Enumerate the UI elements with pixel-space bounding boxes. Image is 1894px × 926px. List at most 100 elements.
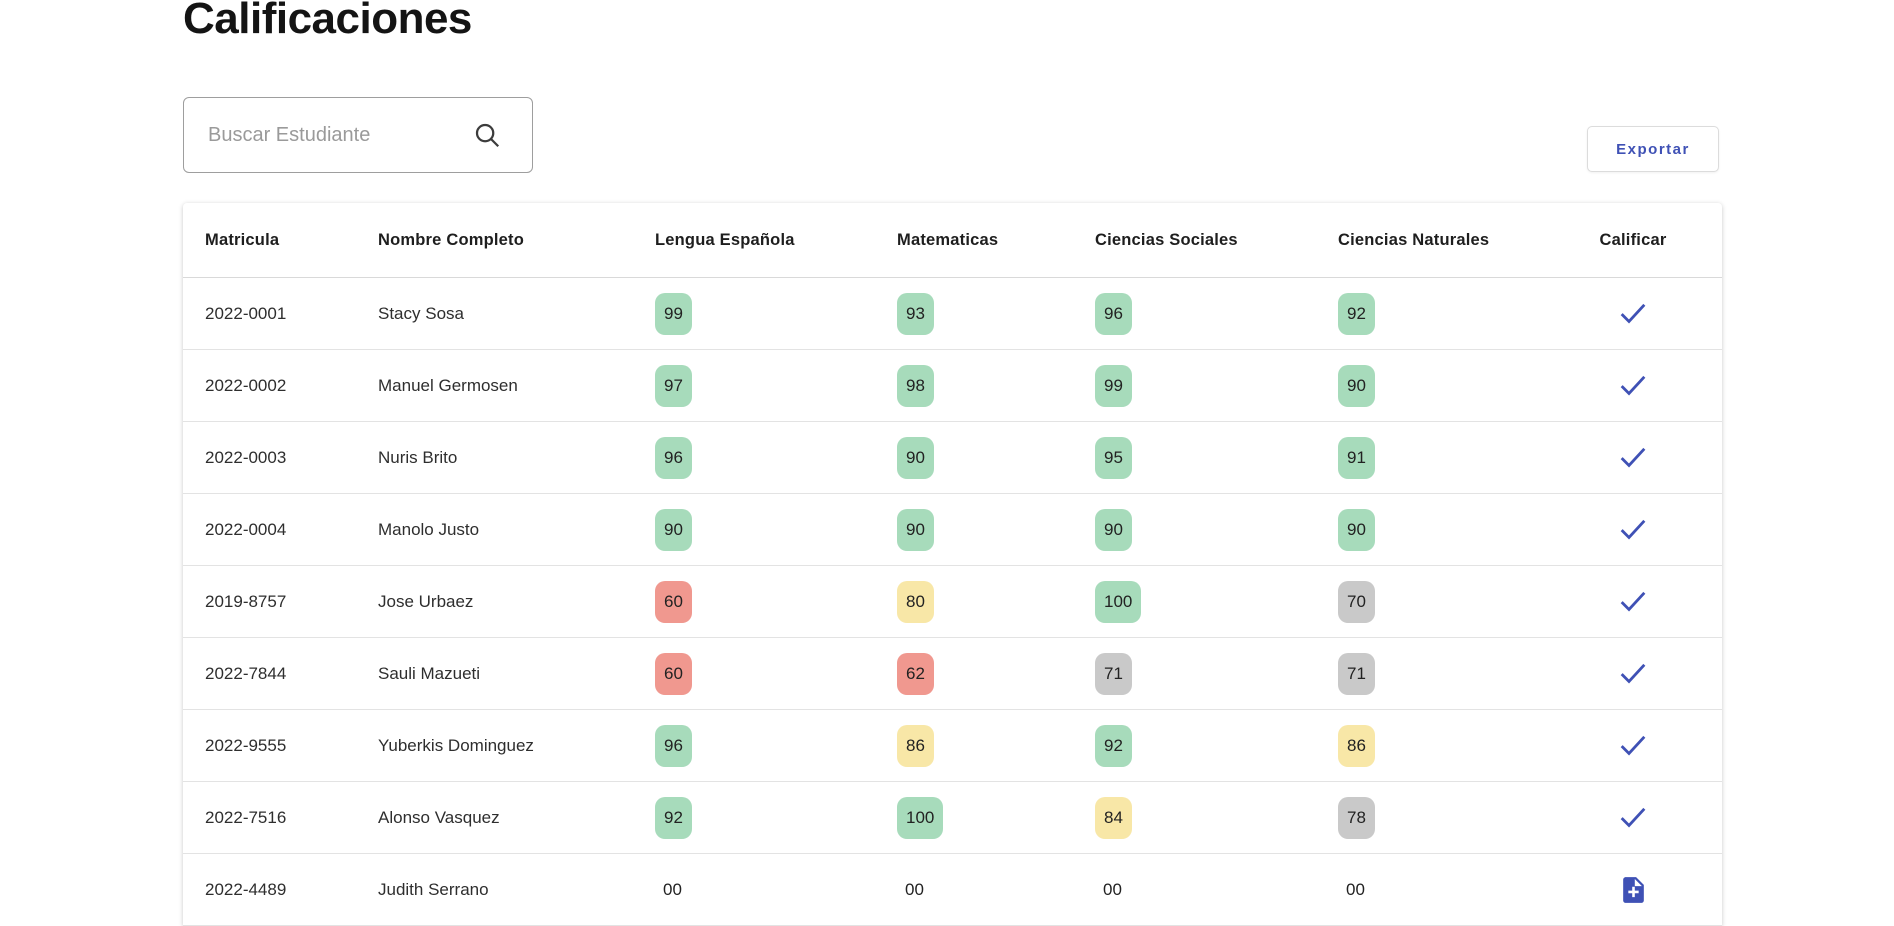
grade-badge: 92	[1338, 292, 1375, 335]
grade-cell: 90	[1338, 364, 1598, 407]
grade-badge: 92	[1095, 724, 1132, 767]
student-name-cell: Sauli Mazueti	[378, 663, 481, 683]
grade-cell: 70	[1338, 580, 1598, 623]
grade-badge: 78	[1338, 796, 1375, 839]
check-icon[interactable]	[1617, 732, 1649, 759]
grade-badge: 71	[1095, 652, 1132, 695]
grade-cell: 78	[1338, 796, 1598, 839]
grade-cell: 90	[897, 508, 1095, 551]
grade-cell: 62	[897, 652, 1095, 695]
grade-badge: 86	[1338, 724, 1375, 767]
grade-cell: 00	[655, 869, 897, 911]
column-header-ciencias-sociales: Ciencias Sociales	[1095, 230, 1238, 249]
column-header-calificar: Calificar	[1599, 230, 1667, 249]
student-name-cell: Manolo Justo	[378, 519, 480, 539]
grade-cell: 90	[897, 436, 1095, 479]
grade-badge: 100	[897, 796, 944, 839]
grade-cell: 00	[1095, 869, 1338, 911]
grade-cell: 90	[1338, 508, 1598, 551]
grade-cell: 60	[655, 652, 897, 695]
check-icon[interactable]	[1617, 588, 1649, 615]
grade-cell: 80	[897, 580, 1095, 623]
check-icon[interactable]	[1617, 516, 1649, 543]
calificar-action-cell	[1598, 372, 1668, 399]
matricula-cell: 2022-0002	[205, 375, 287, 395]
check-icon[interactable]	[1617, 300, 1649, 327]
grade-cell: 91	[1338, 436, 1598, 479]
grade-badge: 99	[655, 292, 692, 335]
grade-cell: 00	[1338, 869, 1598, 911]
grade-badge: 93	[897, 292, 934, 335]
calificar-action-cell	[1598, 804, 1668, 831]
grade-badge: 90	[1338, 364, 1375, 407]
table-row: 2022-0002 Manuel Germosen 97 98 99 90	[183, 350, 1722, 422]
student-name-cell: Judith Serrano	[378, 879, 489, 899]
grade-cell: 92	[655, 796, 897, 839]
calificar-action-cell	[1598, 873, 1668, 907]
grade-badge: 80	[897, 580, 934, 623]
grade-badge: 62	[897, 652, 934, 695]
grade-badge: 86	[897, 724, 934, 767]
grades-table: Matricula Nombre Completo Lengua Español…	[183, 203, 1722, 926]
grade-cell: 99	[1095, 364, 1338, 407]
grade-cell: 97	[655, 364, 897, 407]
grade-badge: 100	[1095, 580, 1142, 623]
table-row: 2022-9555 Yuberkis Dominguez 96 86 92 86	[183, 710, 1722, 782]
grade-cell: 71	[1338, 652, 1598, 695]
grade-badge: 60	[655, 580, 692, 623]
calificar-action-cell	[1598, 300, 1668, 327]
column-header-ciencias-naturales: Ciencias Naturales	[1338, 230, 1490, 249]
check-icon[interactable]	[1617, 804, 1649, 831]
grade-badge: 92	[655, 796, 692, 839]
grade-cell: 86	[1338, 724, 1598, 767]
matricula-cell: 2022-0004	[205, 519, 287, 539]
check-icon[interactable]	[1617, 372, 1649, 399]
note-add-icon[interactable]	[1618, 873, 1649, 907]
grade-badge: 90	[655, 508, 692, 551]
grade-badge: 00	[905, 879, 924, 899]
check-icon[interactable]	[1617, 444, 1649, 471]
table-row: 2019-8757 Jose Urbaez 60 80 100 70	[183, 566, 1722, 638]
table-row: 2022-7516 Alonso Vasquez 92 100 84 78	[183, 782, 1722, 854]
grade-cell: 86	[897, 724, 1095, 767]
student-name-cell: Stacy Sosa	[378, 303, 464, 323]
grade-badge: 96	[655, 724, 692, 767]
table-body: 2022-0001 Stacy Sosa 99 93 96 92 2022-0002 Manu…	[183, 278, 1722, 926]
grade-cell: 90	[1095, 508, 1338, 551]
grade-badge: 84	[1095, 796, 1132, 839]
grade-cell: 95	[1095, 436, 1338, 479]
column-header-nombre-completo: Nombre Completo	[378, 230, 525, 249]
grade-badge: 00	[663, 879, 682, 899]
grade-cell: 100	[1095, 580, 1338, 623]
grade-badge: 91	[1338, 436, 1375, 479]
grade-cell: 96	[655, 724, 897, 767]
matricula-cell: 2022-4489	[205, 879, 287, 899]
matricula-cell: 2022-0003	[205, 447, 287, 467]
grade-cell: 93	[897, 292, 1095, 335]
grade-cell: 96	[1095, 292, 1338, 335]
matricula-cell: 2022-0001	[205, 303, 287, 323]
check-icon[interactable]	[1617, 660, 1649, 687]
grade-badge: 00	[1346, 879, 1365, 899]
table-row: 2022-0003 Nuris Brito 96 90 95 91	[183, 422, 1722, 494]
grade-cell: 98	[897, 364, 1095, 407]
grade-cell: 99	[655, 292, 897, 335]
grade-badge: 98	[897, 364, 934, 407]
grade-badge: 70	[1338, 580, 1375, 623]
search-icon[interactable]	[472, 120, 502, 150]
student-name-cell: Yuberkis Dominguez	[378, 735, 534, 755]
column-header-lengua-espanola: Lengua Española	[655, 230, 795, 249]
search-input[interactable]	[184, 123, 472, 147]
table-header-row: Matricula Nombre Completo Lengua Español…	[183, 203, 1722, 278]
grade-cell: 00	[897, 869, 1095, 911]
table-row: 2022-0004 Manolo Justo 90 90 90 90	[183, 494, 1722, 566]
student-name-cell: Jose Urbaez	[378, 591, 474, 611]
grade-badge: 90	[1095, 508, 1132, 551]
export-button[interactable]: Exportar	[1587, 126, 1719, 172]
calificar-action-cell	[1598, 660, 1668, 687]
page-title: Calificaciones	[183, 0, 472, 43]
table-row: 2022-0001 Stacy Sosa 99 93 96 92	[183, 278, 1722, 350]
column-header-matricula: Matricula	[205, 230, 280, 249]
calificar-action-cell	[1598, 588, 1668, 615]
